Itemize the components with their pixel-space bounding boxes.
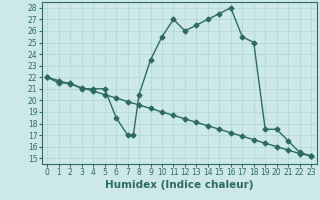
X-axis label: Humidex (Indice chaleur): Humidex (Indice chaleur) — [105, 180, 253, 190]
